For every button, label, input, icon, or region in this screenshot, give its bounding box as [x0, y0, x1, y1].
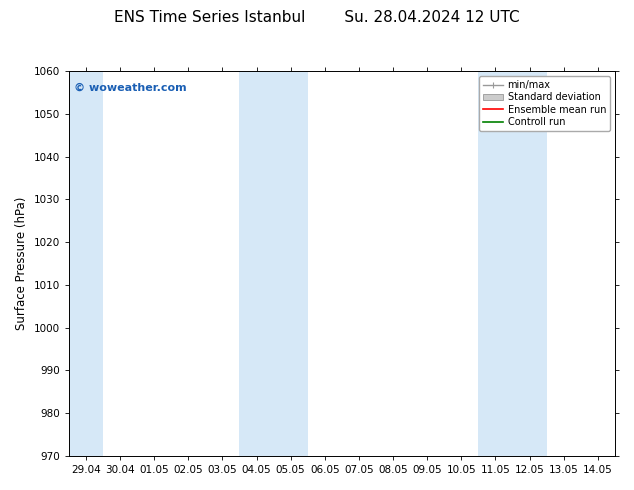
Bar	[69, 71, 103, 456]
Bar	[240, 71, 307, 456]
Bar	[478, 71, 547, 456]
Y-axis label: Surface Pressure (hPa): Surface Pressure (hPa)	[15, 197, 28, 330]
Text: ENS Time Series Istanbul        Su. 28.04.2024 12 UTC: ENS Time Series Istanbul Su. 28.04.2024 …	[114, 10, 520, 25]
Text: © woweather.com: © woweather.com	[74, 83, 187, 93]
Legend: min/max, Standard deviation, Ensemble mean run, Controll run: min/max, Standard deviation, Ensemble me…	[479, 76, 610, 131]
